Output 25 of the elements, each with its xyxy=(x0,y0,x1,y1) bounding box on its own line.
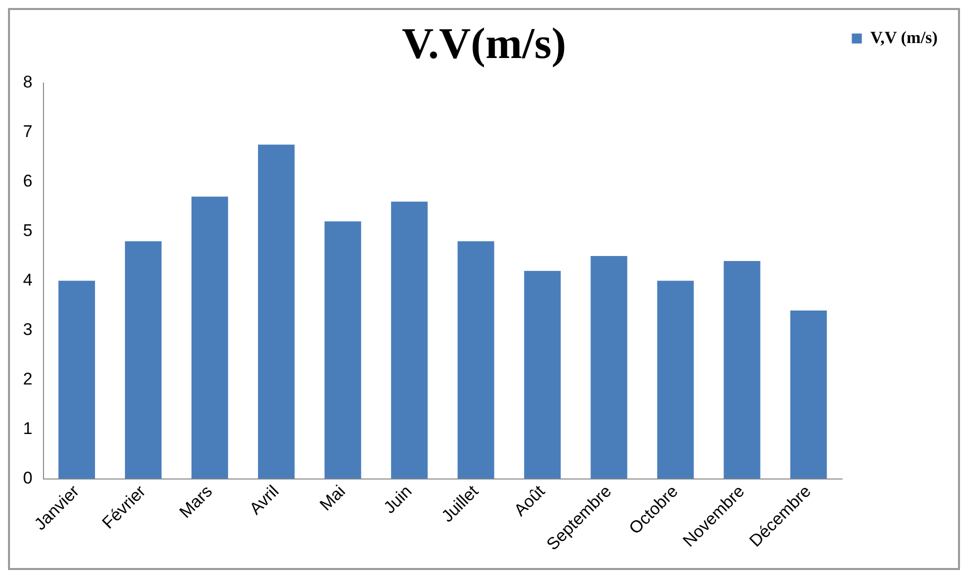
bar xyxy=(258,144,295,479)
y-tick-label: 5 xyxy=(22,220,32,240)
bar xyxy=(124,241,162,479)
bar xyxy=(191,196,228,479)
y-tick-label: 7 xyxy=(22,122,32,141)
bar xyxy=(458,241,494,479)
y-tick-label: 6 xyxy=(22,171,32,190)
legend-label: V,V (m/s) xyxy=(870,28,938,47)
y-tick-label: 2 xyxy=(22,369,32,388)
bar xyxy=(724,260,760,479)
bar xyxy=(58,280,96,479)
bar xyxy=(790,310,827,479)
y-tick-label: 0 xyxy=(22,468,32,488)
x-tick-label: Mai xyxy=(316,482,349,515)
y-tick-label: 4 xyxy=(22,270,32,290)
chart-title: V.V(m/s) xyxy=(402,18,566,68)
bar xyxy=(324,221,362,479)
bar xyxy=(391,202,428,479)
y-tick-label: 1 xyxy=(22,418,32,438)
y-tick-label: 8 xyxy=(22,72,32,92)
y-tick-label: 3 xyxy=(22,320,32,339)
bar xyxy=(590,256,628,479)
x-tick-label: Juin xyxy=(380,482,416,518)
bar xyxy=(524,270,561,479)
bar xyxy=(657,280,694,479)
